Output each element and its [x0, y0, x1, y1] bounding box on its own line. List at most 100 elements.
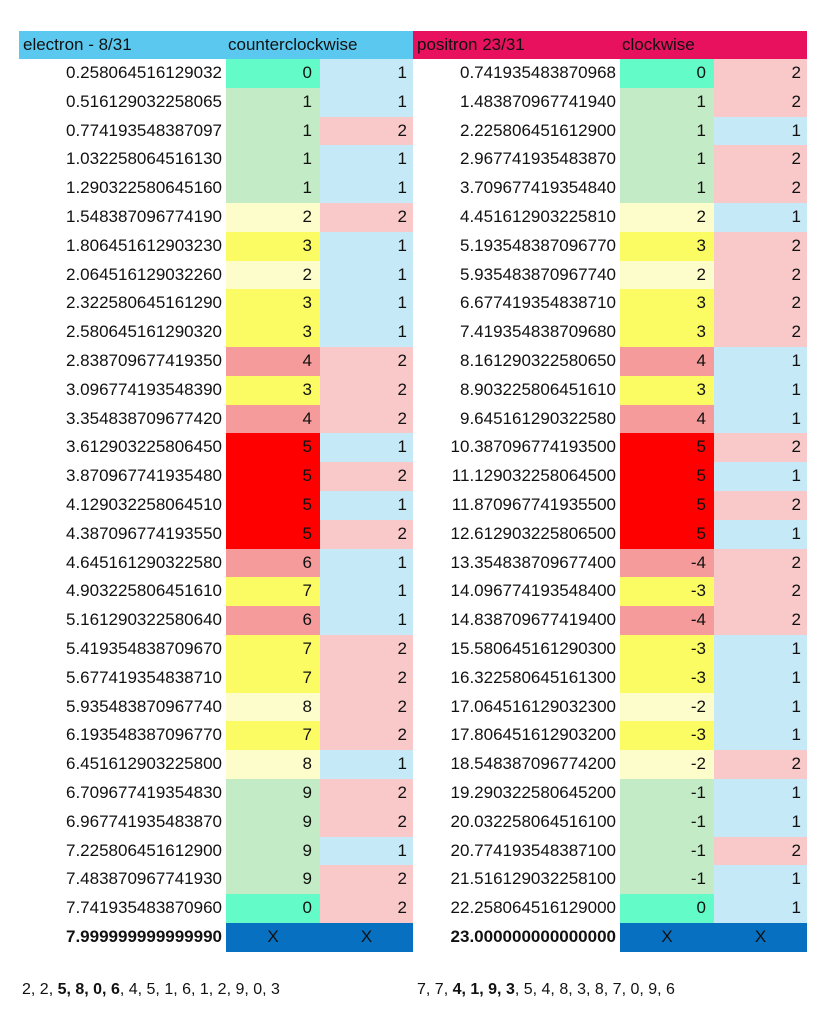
table-row: 6.709677419354830 9 2 [19, 778, 413, 808]
value-cell: 7.419354838709680 [460, 322, 616, 342]
value-cell: 4.645161290322580 [66, 552, 222, 572]
table-row: 11.129032258064500 5 1 [413, 462, 807, 491]
state-cell: 2 [320, 634, 413, 664]
table-row: 7.741935483870960 0 2 [19, 894, 413, 923]
table-row: 3.709677419354840 1 2 [413, 174, 807, 203]
level-cell: -2 [620, 750, 714, 779]
state-cell: 1 [714, 807, 807, 837]
electron-sequence: 2, 2, 5, 8, 0, 6, 4, 5, 1, 6, 1, 2, 9, 0… [22, 981, 280, 999]
electron-rows: 0.258064516129032 0 1 0.516129032258065 1 1 0.… [19, 59, 413, 952]
level-cell: 3 [620, 375, 714, 405]
level-cell: 0 [226, 894, 320, 923]
state-cell: 2 [714, 174, 807, 203]
electron-sequence-start: 2, 2, [22, 981, 58, 998]
positron-rows: 0.741935483870968 0 2 1.483870967741940 1 2 2.… [413, 59, 807, 952]
level-cell: 5 [620, 519, 714, 549]
state-cell: 2 [320, 404, 413, 434]
value-cell: 20.032258064516100 [450, 811, 616, 831]
value-cell: 19.290322580645200 [450, 782, 616, 802]
value-cell: 5.935483870967740 [66, 696, 222, 716]
table-row: 6.451612903225800 8 1 [19, 750, 413, 779]
level-cell: 7 [226, 577, 320, 607]
state-cell: 2 [714, 750, 807, 779]
value-cell: 0.516129032258065 [66, 91, 222, 111]
table-row: 3.870967741935480 5 2 [19, 462, 413, 491]
value-cell: 4.387096774193550 [66, 523, 222, 543]
level-cell: 4 [620, 404, 714, 434]
value-cell: 7.741935483870960 [66, 898, 222, 918]
table-row: 4.129032258064510 5 1 [19, 490, 413, 520]
level-cell: -4 [620, 606, 714, 635]
table-row: 7.483870967741930 9 2 [19, 865, 413, 895]
table-row: 6.677419354838710 3 2 [413, 289, 807, 319]
table-row: 20.032258064516100 -1 1 [413, 807, 807, 837]
value-cell: 1.548387096774190 [66, 206, 222, 226]
value-cell: 6.967741935483870 [66, 811, 222, 831]
table-row: 4.387096774193550 5 2 [19, 519, 413, 549]
level-cell: 3 [226, 318, 320, 347]
level-cell: 3 [620, 289, 714, 319]
table-row: 1.548387096774190 2 2 [19, 202, 413, 232]
level-cell: 2 [620, 260, 714, 290]
value-cell: 22.258064516129000 [450, 898, 616, 918]
table-row: 5.419354838709670 7 2 [19, 634, 413, 664]
electron-header: electron - 8/31 counterclockwise [19, 31, 413, 59]
state-cell: 2 [320, 807, 413, 837]
value-cell: 9.645161290322580 [460, 408, 616, 428]
final-marker-cell: X [714, 922, 807, 952]
value-cell: 4.129032258064510 [66, 494, 222, 514]
table-row: 5.193548387096770 3 2 [413, 231, 807, 261]
level-cell: 1 [620, 145, 714, 175]
state-cell: 2 [714, 836, 807, 866]
level-cell: 3 [226, 231, 320, 261]
level-cell: 9 [226, 836, 320, 866]
level-cell: 7 [226, 721, 320, 751]
value-cell: 8.161290322580650 [460, 350, 616, 370]
value-cell: 3.612903225806450 [66, 437, 222, 457]
table-row: 5.677419354838710 7 2 [19, 663, 413, 693]
table-row: 3.096774193548390 3 2 [19, 375, 413, 405]
level-cell: 3 [620, 231, 714, 261]
value-cell: 4.451612903225810 [460, 206, 616, 226]
electron-direction: counterclockwise [228, 35, 358, 54]
level-cell: 5 [620, 462, 714, 491]
state-cell: 1 [320, 318, 413, 347]
value-cell: 3.096774193548390 [66, 379, 222, 399]
level-cell: 5 [226, 490, 320, 520]
level-cell: 4 [226, 404, 320, 434]
table-row: 2.967741935483870 1 2 [413, 145, 807, 175]
table-row: 4.645161290322580 6 1 [19, 548, 413, 578]
table-row: 22.258064516129000 0 1 [413, 894, 807, 923]
electron-title: electron - 8/31 [23, 35, 132, 54]
level-cell: 7 [226, 663, 320, 693]
state-cell: 1 [714, 692, 807, 722]
final-marker-cell: X [620, 922, 714, 952]
level-cell: 1 [620, 87, 714, 117]
level-cell: 1 [620, 116, 714, 146]
value-cell: 6.677419354838710 [460, 293, 616, 313]
value-cell: 15.580645161290300 [450, 638, 616, 658]
level-cell: 7 [226, 634, 320, 664]
value-cell: 5.935483870967740 [460, 264, 616, 284]
table-row: 0.741935483870968 0 2 [413, 59, 807, 88]
state-cell: 2 [320, 778, 413, 808]
level-cell: -3 [620, 577, 714, 607]
value-cell: 18.548387096774200 [450, 754, 616, 774]
value-cell: 5.419354838709670 [66, 638, 222, 658]
positron-sequence-start: 7, 7, [417, 981, 453, 998]
value-cell: 0.258064516129032 [66, 63, 222, 82]
state-cell: 2 [714, 231, 807, 261]
value-cell: 0.741935483870968 [460, 63, 616, 82]
state-cell: 2 [714, 577, 807, 607]
table-row: 21.516129032258100 -1 1 [413, 865, 807, 895]
positron-table: positron 23/31 clockwise 0.7419354838709… [413, 31, 807, 952]
value-cell: 1.483870967741940 [460, 91, 616, 111]
level-cell: 9 [226, 778, 320, 808]
level-cell: -1 [620, 836, 714, 866]
value-cell: 5.193548387096770 [460, 235, 616, 255]
level-cell: 5 [620, 433, 714, 463]
positron-header: positron 23/31 clockwise [413, 31, 807, 59]
table-row: 14.838709677419400 -4 2 [413, 606, 807, 635]
level-cell: 3 [226, 289, 320, 319]
value-cell: 1.032258064516130 [66, 149, 222, 169]
